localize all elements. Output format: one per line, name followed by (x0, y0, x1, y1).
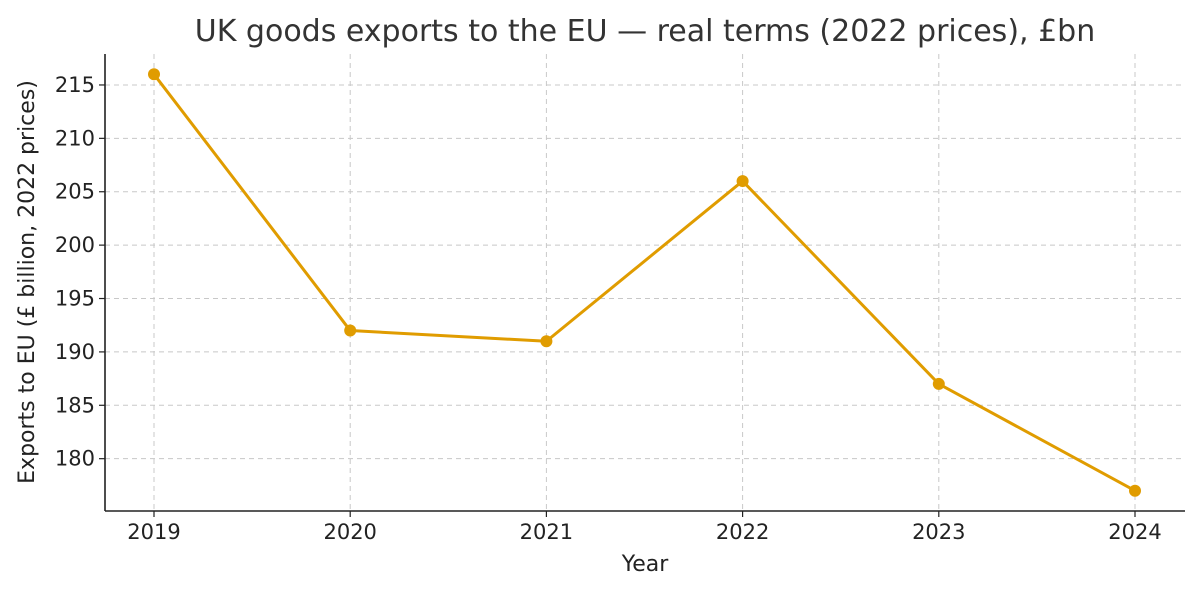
axes (104, 54, 1185, 512)
x-tick-label: 2020 (323, 520, 376, 544)
data-point (736, 175, 749, 188)
y-tick-label: 205 (55, 180, 95, 204)
y-tick-label: 180 (55, 447, 95, 471)
data-point (932, 377, 945, 390)
x-axis-label: Year (621, 552, 670, 577)
y-axis-ticks: 180 185 190 195 200 205 210 215 (55, 73, 105, 471)
x-tick-label: 2022 (716, 520, 769, 544)
y-tick-label: 185 (55, 393, 95, 417)
x-tick-label: 2019 (127, 520, 180, 544)
data-point (344, 324, 357, 337)
y-tick-label: 210 (55, 126, 95, 150)
data-point (1129, 484, 1141, 497)
x-tick-label: 2024 (1108, 520, 1161, 544)
chart-title: UK goods exports to the EU — real terms … (195, 14, 1095, 49)
y-tick-label: 195 (55, 287, 95, 311)
y-tick-label: 200 (55, 233, 95, 257)
series-group (148, 68, 1141, 497)
data-point (540, 335, 553, 348)
x-tick-label: 2023 (912, 520, 965, 544)
y-axis-label: Exports to EU (£ billion, 2022 prices) (15, 80, 40, 484)
grid (105, 54, 1185, 511)
data-point (148, 68, 160, 81)
x-tick-label: 2021 (520, 520, 573, 544)
series-line (152, 73, 1136, 493)
y-tick-label: 215 (55, 73, 95, 97)
x-axis-ticks: 2019 2020 2021 2022 2023 2024 (127, 511, 1162, 544)
y-tick-label: 190 (55, 340, 95, 364)
